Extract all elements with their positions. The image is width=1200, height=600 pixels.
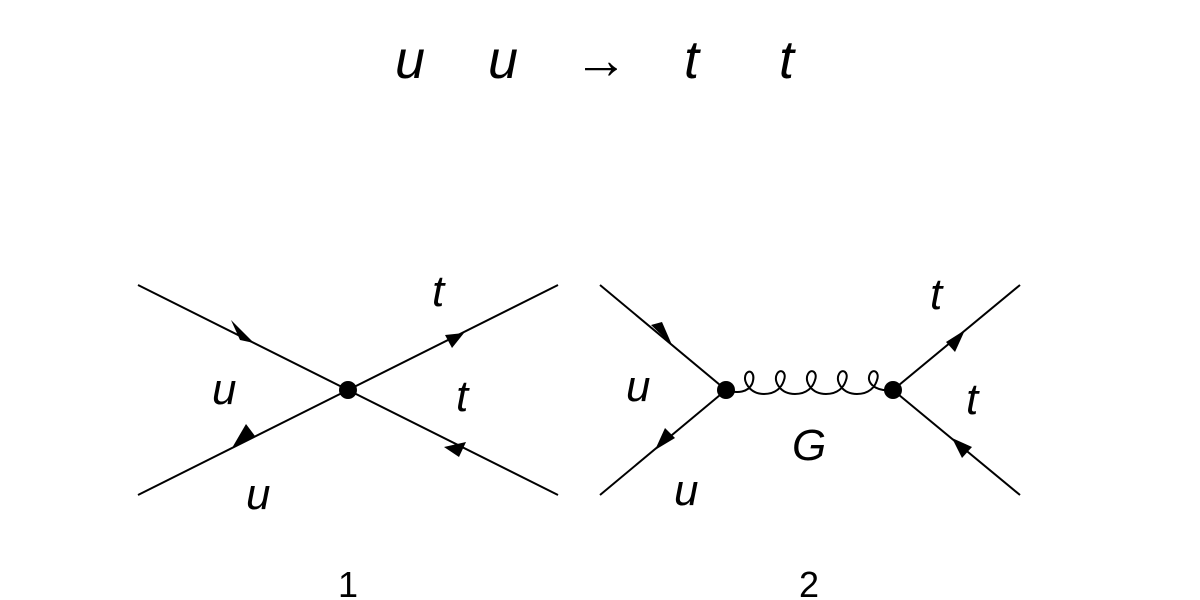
diagram-2: t u t G u 2 <box>599 270 1021 600</box>
d1-label-in-lower: u <box>246 470 270 519</box>
process-title: u u → t t <box>395 30 796 90</box>
process-in2: u <box>488 30 518 90</box>
d2-arrow-in-lower <box>655 428 675 450</box>
diagram-1: t u t u 1 <box>137 267 559 600</box>
process-out2: t <box>779 30 796 90</box>
d2-label-in-upper: u <box>626 362 650 411</box>
d2-vertex-left <box>717 381 735 399</box>
d2-label-propagator: G <box>792 421 826 470</box>
process-arrow: → <box>574 30 628 90</box>
d2-vertex-right <box>884 381 902 399</box>
d1-line-in-lower <box>137 389 349 496</box>
d2-arrow-out-upper <box>946 330 965 352</box>
d1-line-out-lower <box>347 389 559 496</box>
d2-line-in-upper <box>599 284 727 391</box>
d1-label-in-upper: u <box>212 365 236 414</box>
d2-label-out-lower: t <box>966 375 980 424</box>
process-in1: u <box>395 30 425 90</box>
d2-label-out-upper: t <box>930 270 944 319</box>
process-out1: t <box>684 30 701 90</box>
d2-arrow-in-upper <box>651 322 672 345</box>
d1-label-out-lower: t <box>456 372 470 421</box>
d2-label-in-lower: u <box>674 466 698 515</box>
d1-arrow-out-upper <box>445 333 464 348</box>
d1-arrow-in-upper <box>231 320 254 343</box>
d1-arrow-out-lower <box>444 442 466 457</box>
d1-vertex <box>339 381 357 399</box>
d1-arrow-in-lower <box>232 424 255 448</box>
d2-number: 2 <box>799 564 819 600</box>
d2-gluon-propagator <box>725 370 894 396</box>
d1-number: 1 <box>338 564 358 600</box>
d2-arrow-out-lower <box>952 438 972 458</box>
d1-label-out-upper: t <box>432 267 446 316</box>
